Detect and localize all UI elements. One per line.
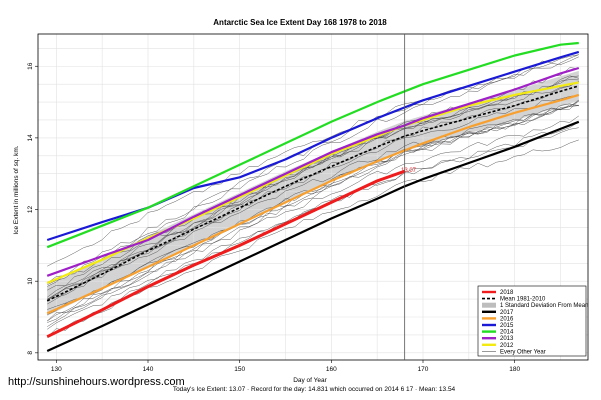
legend-label: 2013 xyxy=(500,336,514,342)
legend-swatch xyxy=(482,302,496,308)
plot-border xyxy=(37,33,589,361)
legend-label: 2012 xyxy=(500,343,514,349)
legend-label: 1 Standard Deviation From Mean xyxy=(500,303,588,309)
other-year-line xyxy=(47,81,579,305)
legend-label: Mean 1981-2010 xyxy=(500,297,546,303)
x-tick-label: 140 xyxy=(143,366,154,373)
series-line-2016 xyxy=(46,93,580,315)
x-tick-label: 160 xyxy=(326,366,337,373)
series-line-mean-1981-2010 xyxy=(46,85,580,302)
series-line-2017 xyxy=(46,120,580,353)
y-tick-label: 12 xyxy=(27,206,34,214)
other-year-line xyxy=(47,127,579,330)
watermark-url: http://sunshinehours.wordpress.com xyxy=(8,376,185,388)
chart-title: Antarctic Sea Ice Extent Day 168 1978 to… xyxy=(213,18,387,27)
series-line-2013 xyxy=(46,66,580,277)
y-axis-ticks: 8 10 12 14 16 xyxy=(27,62,38,355)
y-tick-label: 14 xyxy=(27,134,34,142)
y-tick-label: 16 xyxy=(27,62,34,70)
x-tick-label: 180 xyxy=(509,366,520,373)
x-tick-label: 170 xyxy=(418,366,429,373)
series-line-2018 xyxy=(46,169,406,339)
other-year-line xyxy=(47,54,579,267)
every-other-year-lines xyxy=(47,54,579,338)
x-tick-label: 150 xyxy=(234,366,245,373)
plot-frame xyxy=(37,33,589,361)
other-year-line xyxy=(47,139,579,338)
other-year-line xyxy=(47,99,579,322)
y-axis-label: Ice Extent in millions of sq. km. xyxy=(13,145,20,234)
std-dev-band-area xyxy=(47,70,579,316)
footer-stats: Today's Ice Extent: 13.07 · Record for t… xyxy=(173,386,456,393)
x-axis-label: Day of Year xyxy=(293,377,327,384)
series-line-2014 xyxy=(46,41,579,249)
other-year-line xyxy=(47,115,579,323)
other-year-line xyxy=(47,100,579,310)
other-year-line xyxy=(47,103,579,300)
x-tick-label: 130 xyxy=(51,366,62,373)
other-year-line xyxy=(47,94,579,300)
x-axis-ticks: 130 140 150 160 170 180 xyxy=(51,360,520,373)
y-tick-label: 8 xyxy=(27,351,34,355)
legend-label: 2018 xyxy=(500,290,514,296)
legend-label: 2016 xyxy=(500,316,514,322)
legend-label: 2017 xyxy=(500,310,514,316)
series-lines xyxy=(46,41,580,353)
legend-label: 2015 xyxy=(500,323,514,329)
other-year-line xyxy=(47,56,579,287)
std-dev-band xyxy=(47,70,579,316)
legend-label: Every Other Year xyxy=(500,349,546,355)
legend-label: 2014 xyxy=(500,330,514,336)
y-tick-label: 10 xyxy=(27,277,34,285)
today-value-annotation: 13.07 xyxy=(401,168,417,174)
other-year-line xyxy=(47,121,579,337)
